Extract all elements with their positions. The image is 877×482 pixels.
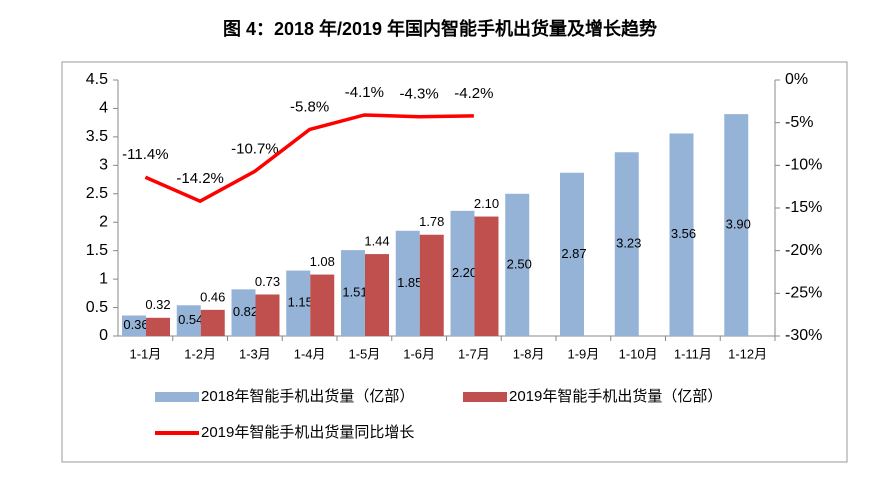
line: [144, 113, 474, 204]
data-label: 0.73: [255, 274, 280, 289]
y-tick-label: 1: [99, 270, 108, 287]
legend-label: 2019年智能手机出货量（亿部）: [509, 387, 722, 405]
y2-tick-label: -15%: [785, 199, 822, 216]
bar: [310, 274, 335, 336]
data-label: 0.82: [233, 304, 258, 319]
y-tick-label: 0: [99, 327, 108, 344]
x-tick-label: 1-8月: [513, 346, 545, 361]
data-label: -11.4%: [122, 146, 168, 163]
x-tick-label: 1-11月: [674, 346, 712, 361]
bar: [286, 270, 311, 336]
bar: [365, 254, 389, 336]
data-label: 3.90: [726, 217, 751, 232]
data-label: 1.85: [397, 275, 422, 290]
bar: [255, 294, 280, 336]
y2-tick-label: -20%: [785, 242, 822, 259]
y-tick-label: 2: [99, 213, 108, 230]
x-tick-label: 1-4月: [294, 346, 326, 361]
data-label: 0.36: [123, 317, 148, 332]
data-label: -4.1%: [345, 84, 384, 101]
y-tick-label: 4: [99, 100, 108, 117]
data-label: 1.44: [364, 234, 389, 249]
y2-tick-label: 0%: [785, 71, 808, 88]
data-label: 1.15: [288, 295, 313, 310]
x-tick-label: 1-6月: [403, 346, 435, 361]
data-label: 2.10: [474, 196, 499, 211]
bar: [231, 289, 256, 336]
data-label: 2.20: [452, 265, 477, 280]
data-label: 2.87: [561, 246, 586, 261]
y-tick-label: 3.5: [86, 128, 108, 145]
x-tick-label: 1-12月: [728, 346, 767, 361]
y2-tick-label: -10%: [785, 157, 822, 174]
data-label: -4.3%: [400, 86, 439, 103]
bar: [395, 230, 420, 336]
bar: [176, 305, 201, 336]
data-label: 3.23: [616, 236, 641, 251]
chart-frame: [61, 61, 848, 463]
bar: [419, 234, 444, 336]
legend-label: 2018年智能手机出货量（亿部）: [201, 387, 414, 405]
chart-title: 图 4：2018 年/2019 年国内智能手机出货量及增长趋势: [223, 18, 657, 39]
bar: [614, 152, 639, 336]
x-tick-label: 1-10月: [619, 346, 658, 361]
x-tick-label: 1-9月: [567, 346, 599, 361]
data-label: 3.56: [671, 226, 696, 241]
x-tick-label: 1-7月: [458, 346, 490, 361]
x-tick-label: 1-1月: [129, 346, 161, 361]
data-label: -14.2%: [176, 170, 224, 187]
bar: [669, 133, 694, 336]
data-label: -4.2%: [454, 85, 493, 102]
legend-swatch: [463, 392, 507, 402]
data-label: 0.54: [178, 312, 203, 327]
data-label: 1.78: [419, 214, 444, 229]
bar: [341, 250, 365, 336]
data-label: 0.32: [145, 297, 170, 312]
bar: [200, 309, 225, 336]
y-tick-label: 2.5: [86, 185, 108, 202]
data-label: 2.50: [507, 256, 532, 271]
data-label: 1.51: [342, 284, 367, 299]
y-tick-label: 1.5: [86, 242, 108, 259]
bar: [505, 193, 530, 336]
bar: [450, 210, 475, 336]
bar: [724, 114, 749, 336]
y2-tick-label: -30%: [785, 327, 822, 344]
data-label: -5.8%: [290, 98, 329, 115]
y-tick-label: 0.5: [86, 299, 108, 316]
y2-tick-label: -5%: [785, 114, 813, 131]
y2-tick-label: -25%: [785, 285, 822, 302]
data-label: -10.7%: [231, 140, 279, 157]
bar: [560, 172, 584, 336]
bar: [474, 216, 499, 336]
y-tick-label: 4.5: [86, 71, 108, 88]
bar: [146, 317, 170, 336]
data-label: 0.46: [200, 289, 225, 304]
x-tick-label: 1-5月: [348, 346, 380, 361]
legend-swatch: [155, 392, 199, 402]
legend-label: 2019年智能手机出货量同比增长: [201, 423, 414, 441]
x-tick-label: 1-2月: [184, 346, 216, 361]
x-tick-label: 1-3月: [239, 346, 271, 361]
y-tick-label: 3: [99, 157, 108, 174]
data-label: 1.08: [310, 254, 335, 269]
bar: [122, 315, 146, 336]
